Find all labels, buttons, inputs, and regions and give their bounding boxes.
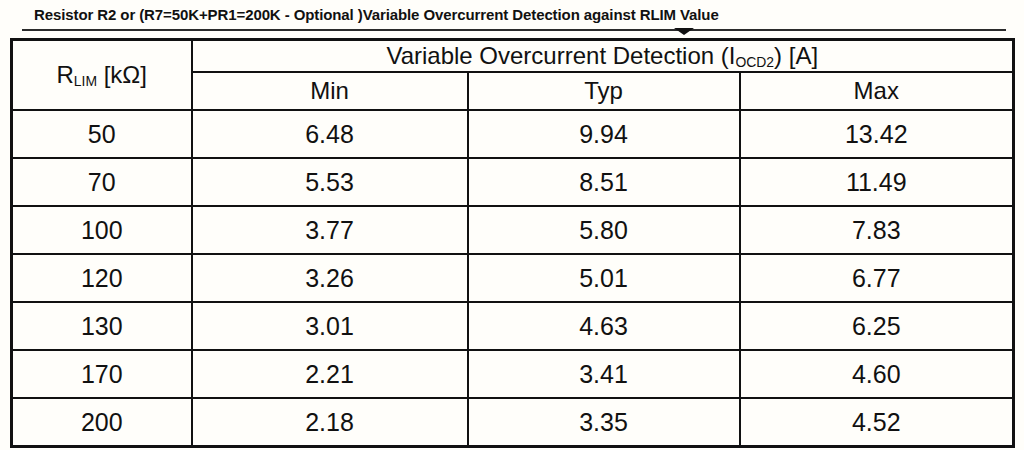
column-header-max: Max <box>740 72 1014 110</box>
cell-max: 7.83 <box>740 206 1014 254</box>
cell-rlim: 200 <box>12 398 192 447</box>
group-header-row: RLIM [kΩ] Variable Overcurrent Detection… <box>12 40 1014 73</box>
cell-rlim: 100 <box>12 206 192 254</box>
group-header-suffix: ) [A] <box>774 42 818 69</box>
cell-max: 6.25 <box>740 302 1014 350</box>
cell-rlim: 70 <box>12 158 192 206</box>
cell-min: 3.01 <box>192 302 468 350</box>
cell-rlim: 170 <box>12 350 192 398</box>
table-row: 70 5.53 8.51 11.49 <box>12 158 1014 206</box>
cell-min: 3.26 <box>192 254 468 302</box>
iocd2-subscript: OCD2 <box>735 54 774 70</box>
cell-min: 2.18 <box>192 398 468 447</box>
column-header-rlim: RLIM [kΩ] <box>12 40 192 111</box>
cell-max: 4.60 <box>740 350 1014 398</box>
table-row: 50 6.48 9.94 13.42 <box>12 110 1014 158</box>
cell-typ: 4.63 <box>468 302 740 350</box>
cell-typ: 3.41 <box>468 350 740 398</box>
triangle-down-icon <box>674 28 694 35</box>
cell-typ: 9.94 <box>468 110 740 158</box>
cell-rlim: 120 <box>12 254 192 302</box>
cell-min: 3.77 <box>192 206 468 254</box>
cell-min: 6.48 <box>192 110 468 158</box>
cell-typ: 5.80 <box>468 206 740 254</box>
horizontal-rule <box>22 29 1006 31</box>
rlim-symbol: R <box>57 61 74 88</box>
table-row: 120 3.26 5.01 6.77 <box>12 254 1014 302</box>
group-header-variable-overcurrent: Variable Overcurrent Detection (IOCD2) [… <box>192 40 1014 73</box>
cell-max: 13.42 <box>740 110 1014 158</box>
cell-max: 6.77 <box>740 254 1014 302</box>
cell-max: 4.52 <box>740 398 1014 447</box>
group-header-prefix: Variable Overcurrent Detection (I <box>386 42 735 69</box>
cell-max: 11.49 <box>740 158 1014 206</box>
column-header-min: Min <box>192 72 468 110</box>
cell-typ: 8.51 <box>468 158 740 206</box>
cell-typ: 5.01 <box>468 254 740 302</box>
cell-rlim: 130 <box>12 302 192 350</box>
table-row: 170 2.21 3.41 4.60 <box>12 350 1014 398</box>
cell-min: 2.21 <box>192 350 468 398</box>
cell-min: 5.53 <box>192 158 468 206</box>
rlim-unit: [kΩ] <box>97 61 147 88</box>
table-row: 130 3.01 4.63 6.25 <box>12 302 1014 350</box>
table-row: 200 2.18 3.35 4.52 <box>12 398 1014 447</box>
cell-typ: 3.35 <box>468 398 740 447</box>
cell-rlim: 50 <box>12 110 192 158</box>
table-row: 100 3.77 5.80 7.83 <box>12 206 1014 254</box>
column-header-typ: Typ <box>468 72 740 110</box>
page-title: Resistor R2 or (R7=50K+PR1=200K - Option… <box>34 6 719 23</box>
rlim-subscript: LIM <box>74 73 97 89</box>
overcurrent-detection-table: RLIM [kΩ] Variable Overcurrent Detection… <box>10 38 1015 448</box>
